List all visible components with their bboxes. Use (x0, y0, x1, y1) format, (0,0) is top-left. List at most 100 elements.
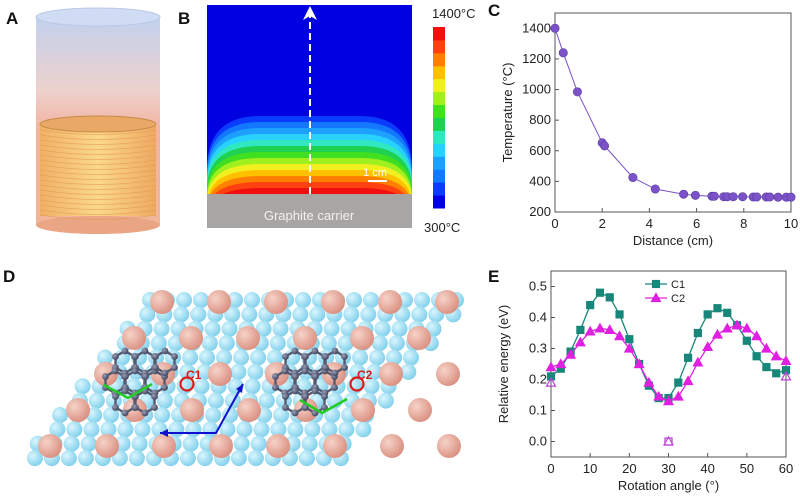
carbon-atom (121, 387, 129, 395)
carbon-atom (142, 373, 149, 380)
data-point-c2 (614, 330, 626, 341)
substrate-atom (103, 407, 120, 423)
x-tick-label: 2 (599, 216, 606, 231)
substrate-atom (80, 435, 97, 452)
substrate-atom (77, 450, 94, 467)
large-atom (95, 434, 119, 458)
substrate-atom (366, 363, 383, 380)
substrate-atom (154, 407, 171, 423)
data-point-c2 (555, 358, 567, 369)
data-point-c1 (674, 378, 683, 387)
data-point-c2 (692, 356, 704, 367)
carbon-atom (321, 404, 328, 411)
substrate-atom (391, 320, 408, 337)
data-point-c2 (711, 328, 723, 339)
large-atom (152, 434, 176, 458)
substrate-atom (343, 306, 360, 323)
substrate-atom (139, 306, 156, 323)
substrate-atom (272, 320, 289, 337)
substrate-atom (199, 349, 216, 366)
substrate-atom (269, 335, 286, 352)
data-point (773, 192, 783, 202)
carbon-atom (151, 393, 158, 400)
carbon-atom (281, 367, 289, 375)
substrate-atom (230, 363, 247, 380)
carbon-atom (152, 353, 159, 360)
carbon-atom (122, 373, 129, 380)
carbon-atom (322, 353, 329, 360)
substrate-atom (201, 335, 218, 352)
carbon-atom (291, 347, 299, 355)
substrate-atom (267, 349, 284, 366)
carbon-atom (171, 364, 178, 371)
data-point-c2 (574, 336, 586, 347)
substrate-atom (309, 306, 326, 323)
substrate-atom (66, 421, 83, 438)
x-tick-label: 30 (661, 461, 675, 476)
large-atom (264, 290, 288, 314)
substrate-atom (204, 320, 221, 337)
x-tick-label: 10 (784, 216, 798, 231)
large-atom (350, 326, 374, 350)
y-tick-label: 200 (529, 204, 551, 219)
substrate-atom (253, 421, 270, 438)
colorbar-min: 300°C (424, 220, 460, 235)
stack-layer (39, 179, 157, 185)
y-tick-label: 0.2 (529, 372, 547, 387)
substrate-atom (182, 349, 199, 366)
site-label-c1: C1 (186, 368, 202, 382)
carbon-atom (282, 353, 289, 360)
carbon-atom (272, 384, 279, 391)
data-point-c1 (546, 372, 556, 381)
panel-d: D C1 C2 (3, 267, 464, 467)
arrow-up-icon (236, 384, 243, 393)
stack-layer (39, 139, 157, 145)
substrate-atom (88, 392, 105, 409)
site-label-c2: C2 (357, 368, 373, 382)
large-atom (407, 326, 431, 350)
temperature-field-map: Graphite carrier 1 cm (207, 5, 412, 228)
carbon-atom (132, 404, 139, 411)
large-atom (436, 362, 460, 386)
data-point-c1 (762, 363, 771, 372)
y-tick-label: 0.4 (529, 310, 547, 325)
panel-label-a: A (6, 9, 18, 28)
panel-b: B Graphite carrier 1 cm 1400°C 300°C (178, 5, 476, 235)
y-tick-label: 800 (529, 112, 551, 127)
carbon-atom (132, 353, 139, 360)
y-tick-label: 1000 (522, 82, 551, 97)
sample-stack (39, 115, 157, 220)
substrate-atom (247, 450, 264, 467)
substrate-atom (363, 378, 380, 395)
carbon-atom (302, 353, 309, 360)
substrate-atom (247, 363, 264, 380)
carbon-atom (311, 387, 319, 395)
carbon-atom (341, 353, 348, 360)
carbon-atom (311, 347, 319, 355)
data-point-c2 (565, 348, 577, 359)
large-atom (293, 326, 317, 350)
large-atom (266, 434, 290, 458)
substrate-atom (196, 450, 213, 467)
colorbar-segment (433, 104, 445, 118)
substrate-atom (173, 306, 190, 323)
data-point (738, 192, 748, 202)
y-tick-label: 0.0 (529, 434, 547, 449)
substrate-atom (150, 335, 167, 352)
y-tick-label: 1200 (522, 51, 551, 66)
data-point (752, 192, 762, 202)
substrate-atom (179, 363, 196, 380)
substrate-atom (224, 306, 241, 323)
stack-layer (39, 159, 157, 165)
carbon-atom (331, 369, 339, 377)
carbon-atom (292, 373, 299, 380)
panel-label-e: E (488, 267, 499, 286)
panel-a: A (6, 7, 161, 234)
substrate-atom (338, 421, 355, 438)
stack-layer (39, 154, 157, 160)
colorbar-segment (433, 195, 445, 209)
data-point-c1 (723, 308, 732, 317)
x-tick-label: 50 (740, 461, 754, 476)
data-point-c2 (594, 322, 606, 333)
